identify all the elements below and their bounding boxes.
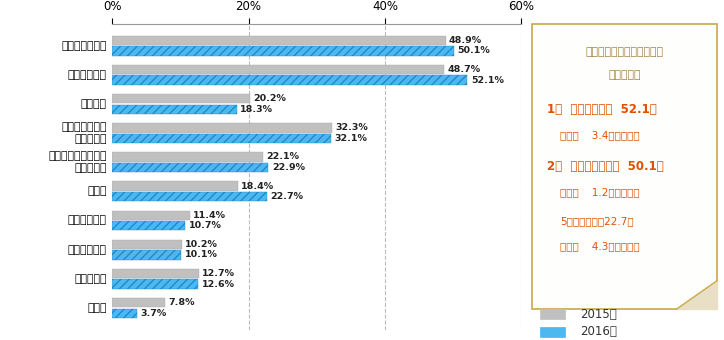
Bar (112, 308, 138, 318)
Bar (112, 192, 267, 201)
Text: 32.1%: 32.1% (334, 134, 367, 143)
Text: 2015年: 2015年 (580, 308, 617, 321)
Text: 3.7%: 3.7% (141, 309, 167, 318)
Text: 10.1%: 10.1% (185, 250, 217, 259)
Text: 32.3%: 32.3% (336, 123, 369, 132)
Bar (112, 75, 468, 85)
Text: 5位の戸建ては22.7％: 5位の戸建ては22.7％ (560, 216, 634, 226)
Bar (112, 182, 237, 191)
Text: 18.3%: 18.3% (240, 105, 274, 114)
Bar (112, 46, 454, 55)
Text: 1位  一棟アパート  52.1％: 1位 一棟アパート 52.1％ (547, 103, 657, 116)
Text: 10.2%: 10.2% (185, 240, 218, 249)
Bar (112, 65, 445, 74)
Text: これから購入を検討したい: これから購入を検討したい (586, 47, 663, 57)
Text: 52.1%: 52.1% (471, 75, 504, 85)
Text: 50.1%: 50.1% (457, 46, 490, 55)
Text: 投資用物件: 投資用物件 (608, 70, 641, 80)
Text: 12.7%: 12.7% (202, 269, 235, 278)
Text: 2016年: 2016年 (580, 325, 617, 338)
Text: 12.6%: 12.6% (201, 279, 235, 289)
Bar (112, 163, 269, 172)
Bar (112, 134, 331, 143)
Text: 22.7%: 22.7% (270, 192, 303, 201)
Bar (112, 104, 237, 114)
Bar (112, 221, 185, 231)
Bar (112, 210, 190, 220)
Text: 18.4%: 18.4% (241, 182, 274, 191)
Text: 前回比    1.2ポイント増: 前回比 1.2ポイント増 (560, 187, 639, 197)
Text: 48.9%: 48.9% (449, 36, 482, 45)
Bar (539, 327, 565, 337)
Bar (112, 240, 182, 249)
Text: 7.8%: 7.8% (169, 298, 195, 307)
Bar (112, 123, 332, 133)
Bar (112, 250, 181, 259)
Bar (539, 309, 565, 319)
Text: 前回比    4.3ポイント増: 前回比 4.3ポイント増 (560, 241, 639, 252)
Text: 2位  一棟マンション  50.1％: 2位 一棟マンション 50.1％ (547, 160, 664, 173)
Bar (112, 279, 198, 289)
Text: 22.9%: 22.9% (272, 163, 305, 172)
Bar (112, 269, 199, 278)
Bar (112, 152, 263, 161)
Bar (112, 36, 445, 45)
Text: 22.1%: 22.1% (266, 152, 299, 161)
Bar (112, 298, 165, 307)
Text: 48.7%: 48.7% (447, 65, 481, 74)
Text: 11.4%: 11.4% (193, 211, 227, 220)
Polygon shape (676, 281, 717, 309)
Text: 20.2%: 20.2% (253, 94, 286, 103)
FancyBboxPatch shape (532, 24, 717, 309)
Text: 10.7%: 10.7% (188, 221, 222, 230)
Bar (112, 94, 250, 103)
Text: 前回比    3.4ポイント増: 前回比 3.4ポイント増 (560, 130, 639, 140)
